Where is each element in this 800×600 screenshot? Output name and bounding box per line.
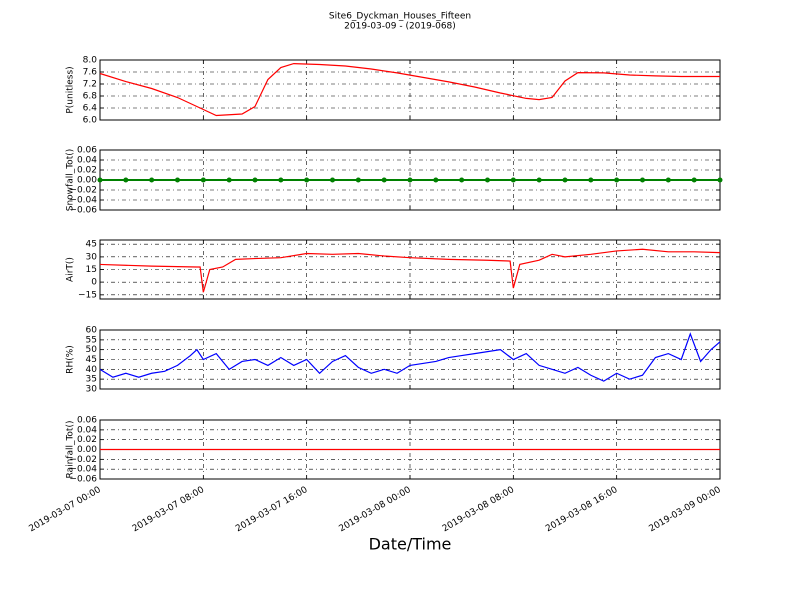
x-tick-label: 2019-03-07 00:00 xyxy=(28,485,103,534)
x-tick-label: 2019-03-09 00:00 xyxy=(648,485,723,534)
data-point xyxy=(536,177,542,183)
x-tick-label: 2019-03-08 08:00 xyxy=(441,485,516,534)
data-line xyxy=(99,248,721,293)
y-tick-label: 7.2 xyxy=(83,80,97,90)
x-tick-label: 2019-03-07 16:00 xyxy=(234,485,309,534)
y-axis-label: P(unitless) xyxy=(66,66,76,113)
y-tick-label: 8.0 xyxy=(83,56,98,66)
data-point xyxy=(330,177,335,183)
y-tick-label: 6.8 xyxy=(83,92,98,102)
data-point xyxy=(665,177,671,183)
y-tick-label: 7.6 xyxy=(83,68,98,78)
y-tick-label: 0.04 xyxy=(77,425,97,435)
y-tick-label: 55 xyxy=(86,335,97,345)
y-tick-label: 30 xyxy=(86,252,98,262)
y-tick-label: −0.04 xyxy=(69,465,97,475)
chart-title: Site6_Dyckman_Houses_Fifteen xyxy=(329,12,471,22)
y-tick-label: 0.06 xyxy=(77,146,97,156)
data-point xyxy=(175,177,180,183)
y-tick-label: −0.02 xyxy=(69,186,97,196)
y-axis-label: Snowfall_Tot() xyxy=(66,149,76,212)
data-point xyxy=(433,177,439,183)
y-tick-label: −0.04 xyxy=(69,196,97,206)
data-point xyxy=(226,177,232,183)
x-tick-label: 2019-03-08 16:00 xyxy=(544,485,619,534)
y-tick-label: 6.0 xyxy=(83,116,98,126)
data-point xyxy=(149,177,155,183)
y-tick-label: 0.02 xyxy=(77,166,97,176)
data-point xyxy=(97,177,103,183)
y-tick-label: 0.02 xyxy=(77,435,97,445)
data-point xyxy=(407,177,413,183)
y-axis-label: RH(%) xyxy=(66,345,76,374)
data-line xyxy=(99,332,721,382)
chart-subtitle: 2019-03-09 - (2019-068) xyxy=(344,22,456,32)
data-line xyxy=(99,62,720,117)
y-tick-label: 45 xyxy=(86,355,97,365)
data-point xyxy=(691,177,697,183)
y-tick-label: 0.04 xyxy=(77,156,97,166)
data-point xyxy=(200,177,206,183)
y-tick-label: 6.4 xyxy=(83,104,98,114)
y-tick-label: −15 xyxy=(78,290,97,300)
data-point xyxy=(614,177,620,183)
y-tick-label: 45 xyxy=(86,240,97,250)
y-axis-label: AirT() xyxy=(66,257,76,282)
y-tick-label: 40 xyxy=(86,365,98,375)
data-point xyxy=(640,177,645,183)
data-point xyxy=(381,177,387,183)
y-tick-label: −0.06 xyxy=(69,206,97,216)
data-point xyxy=(304,177,310,183)
y-axis-label: Rainfall_Tot() xyxy=(66,421,76,479)
x-tick-label: 2019-03-08 00:00 xyxy=(338,485,413,534)
plot-frame xyxy=(99,59,721,121)
y-tick-label: −0.02 xyxy=(69,455,97,465)
x-tick-label: 2019-03-07 08:00 xyxy=(131,485,206,534)
data-point xyxy=(562,177,568,183)
y-tick-label: 35 xyxy=(86,375,97,385)
data-point xyxy=(459,177,465,183)
data-point xyxy=(588,177,594,183)
data-point xyxy=(355,177,361,183)
y-tick-label: 60 xyxy=(86,326,98,336)
plot-frame xyxy=(99,239,721,300)
y-tick-label: 30 xyxy=(86,385,98,395)
data-point xyxy=(252,177,258,183)
y-tick-label: 0.00 xyxy=(77,176,97,186)
y-tick-label: 15 xyxy=(86,265,97,275)
data-point xyxy=(123,177,129,183)
y-tick-label: 0 xyxy=(91,278,97,288)
data-point xyxy=(278,177,284,183)
y-tick-label: 0.00 xyxy=(77,445,97,455)
data-point xyxy=(485,177,490,183)
plot-frame xyxy=(99,329,721,390)
y-tick-label: 0.06 xyxy=(77,416,97,426)
y-tick-label: −0.06 xyxy=(69,475,97,485)
x-axis-label: Date/Time xyxy=(369,535,452,554)
data-point xyxy=(510,177,516,183)
data-point xyxy=(717,177,723,183)
y-tick-label: 50 xyxy=(86,345,98,355)
